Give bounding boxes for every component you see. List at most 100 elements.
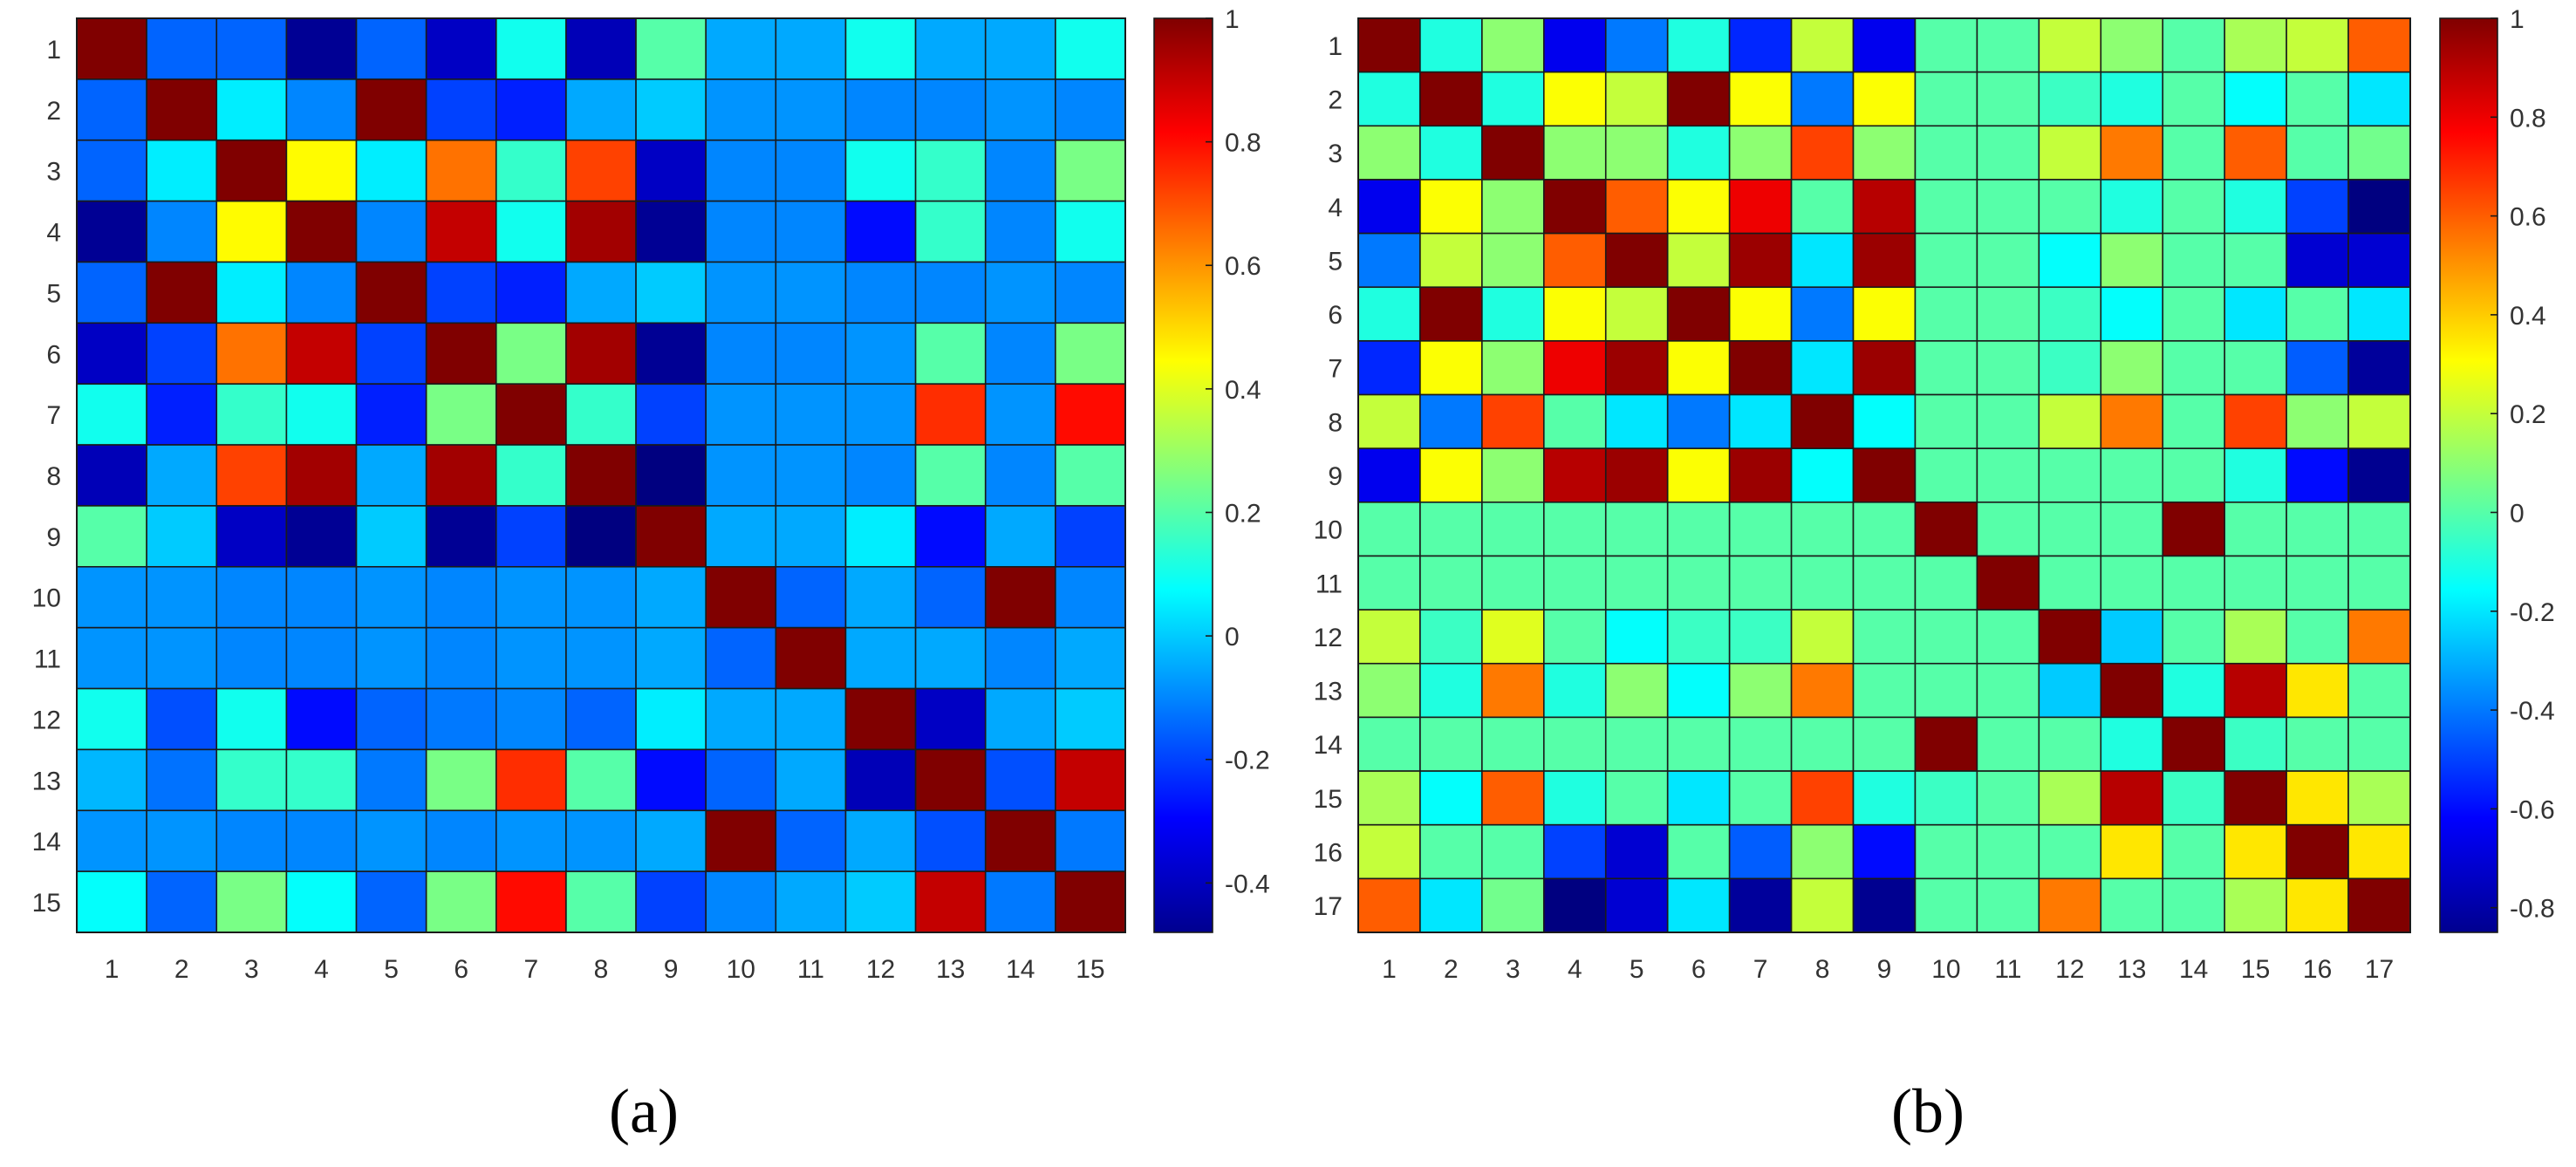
heatmap-b-cell-r14-c3	[1481, 716, 1545, 772]
heatmap-b-cell-r5-c15	[2224, 232, 2287, 289]
heatmap-b-cell-r9-c2	[1419, 447, 1483, 503]
heatmap-b-cell-r2-c14	[2162, 71, 2225, 127]
heatmap-b-cell-r11-c2	[1419, 555, 1483, 611]
heatmap-a-cell-r8-c6	[425, 444, 497, 507]
heatmap-a-cell-r11-c8	[565, 626, 637, 690]
heatmap-a-cell-r15-c10	[705, 870, 777, 933]
heatmap-b-cell-r16-c14	[2162, 823, 2225, 880]
colorbar-b-tick-label: 0.8	[2510, 104, 2546, 133]
heatmap-b-cell-r10-c15	[2224, 502, 2287, 557]
heatmap-b-cell-r13-c15	[2224, 662, 2287, 719]
heatmap-b-cell-r15-c7	[1728, 770, 1793, 826]
heatmap-b-x-tick-label: 9	[1877, 955, 1892, 984]
heatmap-b-cell-r10-c4	[1543, 502, 1607, 557]
heatmap-a-cell-r7-c5	[355, 383, 427, 446]
heatmap-a-cell-r4-c11	[775, 200, 847, 263]
heatmap-b-cell-r5-c7	[1728, 232, 1793, 289]
heatmap-a-cell-r6-c2	[146, 322, 218, 385]
heatmap-b-cell-r8-c13	[2100, 393, 2164, 449]
heatmap-a-cell-r7-c9	[635, 383, 707, 446]
heatmap-a-cell-r5-c13	[914, 261, 987, 324]
heatmap-a-cell-r10-c12	[844, 565, 917, 629]
heatmap-b-cell-r4-c2	[1419, 179, 1483, 235]
heatmap-b-cell-r2-c3	[1481, 71, 1545, 127]
heatmap-b-cell-r12-c16	[2286, 609, 2349, 665]
heatmap-b-cell-r2-c15	[2224, 71, 2287, 127]
heatmap-a-cell-r14-c15	[1055, 809, 1126, 872]
heatmap-b-cell-r1-c16	[2286, 17, 2349, 73]
heatmap-b-cell-r2-c7	[1728, 71, 1793, 127]
heatmap-a-cell-r14-c4	[285, 809, 358, 872]
heatmap-b-cell-r14-c5	[1604, 716, 1669, 772]
heatmap-b-cell-r2-c8	[1790, 71, 1855, 127]
heatmap-b-cell-r14-c6	[1666, 716, 1731, 772]
heatmap-b-cell-r7-c17	[2347, 340, 2411, 396]
heatmap-a-cell-r12-c13	[914, 687, 987, 751]
heatmap-b-cell-r5-c2	[1419, 232, 1483, 289]
heatmap-a-cell-r7-c7	[495, 383, 567, 446]
heatmap-b-cell-r4-c1	[1357, 179, 1421, 235]
heatmap-b-cell-r16-c17	[2347, 823, 2411, 880]
heatmap-b-cell-r9-c7	[1728, 447, 1793, 503]
heatmap-b-cell-r16-c13	[2100, 823, 2164, 880]
heatmap-b-cell-r17-c14	[2162, 877, 2225, 933]
heatmap-b-cell-r7-c4	[1543, 340, 1607, 396]
heatmap-a-y-tick-label: 5	[46, 279, 61, 308]
heatmap-b-y-tick-label: 5	[1328, 247, 1343, 276]
heatmap-a-cell-r12-c5	[355, 687, 427, 751]
heatmap-b-cell-r17-c5	[1604, 877, 1669, 933]
heatmap-b-cell-r5-c14	[2162, 232, 2225, 289]
heatmap-b-cell-r3-c3	[1481, 125, 1545, 181]
heatmap-b-cell-r2-c13	[2100, 71, 2164, 127]
heatmap-b-cell-r12-c3	[1481, 609, 1545, 665]
heatmap-a-cell-r10-c10	[705, 565, 777, 629]
heatmap-b-cell-r13-c12	[2038, 662, 2102, 719]
heatmap-a-cell-r13-c7	[495, 748, 567, 812]
heatmap-b-y-tick-label: 1	[1328, 32, 1343, 61]
heatmap-b-cell-r14-c14	[2162, 716, 2225, 772]
heatmap-b-cell-r6-c11	[1976, 286, 2040, 342]
heatmap-a-x-tick-label: 12	[866, 955, 895, 984]
heatmap-a-cell-r7-c3	[215, 383, 288, 446]
heatmap-a-cell-r6-c6	[425, 322, 497, 385]
heatmap-b-cell-r9-c5	[1604, 447, 1669, 503]
heatmap-b-cell-r12-c13	[2100, 609, 2164, 665]
heatmap-a-cell-r8-c5	[355, 444, 427, 507]
heatmap-a-cell-r4-c10	[705, 200, 777, 263]
heatmap-b-cell-r1-c2	[1419, 17, 1483, 73]
heatmap-b-cell-r1-c8	[1790, 17, 1855, 73]
heatmap-a-y-tick-label: 7	[46, 401, 61, 430]
heatmap-a-cell-r9-c13	[914, 505, 987, 568]
heatmap-a-cell-r14-c1	[76, 809, 147, 872]
heatmap-a-cell-r13-c11	[775, 748, 847, 812]
heatmap-a-cell-r8-c8	[565, 444, 637, 507]
heatmap-b-cell-r3-c12	[2038, 125, 2102, 181]
heatmap-a-cell-r15-c1	[76, 870, 147, 933]
heatmap-b-cell-r1-c14	[2162, 17, 2225, 73]
heatmap-b-cell-r13-c8	[1790, 662, 1855, 719]
heatmap-b-cell-r16-c9	[1852, 823, 1917, 880]
heatmap-b-cell-r4-c7	[1728, 179, 1793, 235]
heatmap-b-cell-r1-c1	[1357, 17, 1421, 73]
colorbar-a-tick-label: 0.2	[1225, 500, 1261, 529]
heatmap-b-y-tick-label: 2	[1328, 86, 1343, 115]
heatmap-b-cell-r9-c13	[2100, 447, 2164, 503]
heatmap-b-cell-r10-c13	[2100, 502, 2164, 557]
heatmap-a-cell-r13-c10	[705, 748, 777, 812]
heatmap-a-cell-r2-c7	[495, 78, 567, 141]
heatmap-a-x-tick-label: 4	[314, 955, 329, 984]
heatmap-a-cell-r2-c9	[635, 78, 707, 141]
heatmap-a-x-tick-label: 11	[797, 955, 824, 984]
heatmap-a-cell-r4-c7	[495, 200, 567, 263]
heatmap-a-y-tick-label: 4	[46, 219, 61, 248]
heatmap-a-x-tick-label: 7	[524, 955, 539, 984]
heatmap-b-cell-r6-c10	[1914, 286, 1978, 342]
heatmap-b-cell-r10-c12	[2038, 502, 2102, 557]
heatmap-b-y-tick-label: 4	[1328, 194, 1343, 222]
heatmap-a-cell-r15-c9	[635, 870, 707, 933]
heatmap-b-cell-r3-c16	[2286, 125, 2349, 181]
heatmap-a-cell-r15-c12	[844, 870, 917, 933]
heatmap-b-cell-r17-c9	[1852, 877, 1917, 933]
heatmap-b-cell-r17-c3	[1481, 877, 1545, 933]
